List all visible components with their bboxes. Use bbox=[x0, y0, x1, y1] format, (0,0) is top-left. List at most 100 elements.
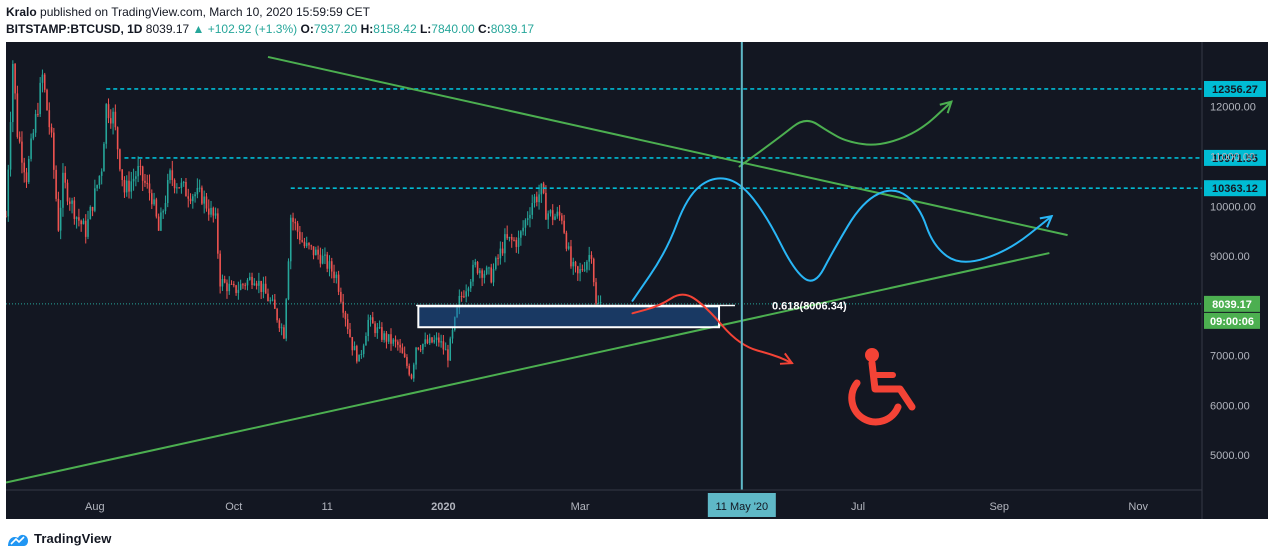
candle bbox=[260, 280, 262, 300]
candle bbox=[504, 228, 506, 263]
candle-body bbox=[326, 254, 329, 269]
candle-body bbox=[173, 180, 176, 189]
candle-body bbox=[296, 223, 299, 232]
candle-body bbox=[153, 199, 155, 205]
candle-body bbox=[160, 212, 162, 231]
candle-body bbox=[71, 200, 73, 204]
last-price: 8039.17 bbox=[145, 22, 190, 36]
axes: 12356.27 10971.55 10363.12 0.618(8006.34) 50… bbox=[6, 42, 1266, 519]
candle bbox=[508, 236, 511, 242]
candle-body bbox=[230, 283, 233, 285]
candle-body bbox=[588, 255, 590, 262]
candle bbox=[221, 274, 224, 291]
candle bbox=[474, 258, 477, 268]
candle-body bbox=[449, 338, 452, 361]
candle bbox=[488, 266, 490, 275]
candle-body bbox=[155, 199, 158, 217]
candle-body bbox=[442, 341, 445, 350]
candle-body bbox=[333, 271, 335, 279]
candle bbox=[315, 246, 317, 256]
candle-body bbox=[166, 179, 169, 204]
candle-body bbox=[119, 149, 121, 170]
candle bbox=[303, 237, 306, 249]
candle-body bbox=[526, 218, 529, 221]
candle bbox=[30, 133, 32, 162]
candle-body bbox=[567, 246, 570, 249]
candle-body bbox=[561, 215, 563, 221]
candle-body bbox=[401, 347, 404, 354]
candle-body bbox=[207, 208, 210, 215]
candle-body bbox=[563, 220, 565, 233]
candle bbox=[479, 268, 481, 279]
candle bbox=[449, 336, 452, 361]
candle bbox=[581, 264, 584, 272]
candle-body bbox=[406, 357, 408, 366]
candle-body bbox=[299, 231, 301, 241]
x-tick-label: 11 bbox=[322, 501, 333, 513]
candle-body bbox=[335, 274, 338, 279]
candle bbox=[82, 218, 85, 225]
candle bbox=[239, 279, 242, 291]
candle-body bbox=[472, 264, 474, 282]
candle bbox=[428, 333, 431, 345]
candle bbox=[16, 85, 19, 139]
candle-body bbox=[374, 323, 376, 334]
candle-body bbox=[253, 283, 256, 286]
candle bbox=[387, 334, 390, 345]
candle bbox=[308, 242, 310, 250]
candle bbox=[344, 310, 347, 327]
candle-body bbox=[189, 198, 192, 202]
candle-body bbox=[456, 307, 458, 318]
candle bbox=[226, 279, 228, 299]
trendlines bbox=[6, 55, 1068, 484]
candle-body bbox=[105, 104, 108, 144]
current-price-text: 8039.17 bbox=[1212, 299, 1252, 311]
high-label: H: bbox=[360, 22, 374, 36]
candle bbox=[358, 354, 360, 362]
candle-body bbox=[506, 234, 508, 239]
publisher-name[interactable]: Kralo bbox=[6, 5, 37, 19]
candle bbox=[57, 191, 60, 232]
chart-area[interactable] bbox=[6, 42, 1268, 519]
candle bbox=[463, 290, 465, 299]
candle-body bbox=[162, 211, 164, 213]
candle-body bbox=[392, 339, 395, 344]
candle-body bbox=[426, 339, 429, 344]
candle-body bbox=[151, 193, 153, 205]
candle-body bbox=[597, 302, 600, 304]
candle bbox=[390, 328, 392, 351]
candle bbox=[289, 214, 292, 270]
symbol[interactable]: BITSTAMP:BTCUSD bbox=[6, 22, 121, 36]
candle bbox=[356, 344, 358, 364]
candle-body bbox=[130, 181, 133, 192]
candle-body bbox=[488, 267, 490, 269]
candle bbox=[62, 163, 64, 217]
candle bbox=[545, 185, 547, 220]
candle-body bbox=[467, 288, 470, 292]
candle-body bbox=[367, 319, 370, 337]
interval[interactable]: 1D bbox=[127, 22, 143, 36]
candle-body bbox=[21, 141, 23, 163]
candle-body bbox=[9, 122, 12, 170]
published-text: published on TradingView.com, March 10, … bbox=[40, 5, 371, 19]
candle-body bbox=[228, 283, 231, 292]
candle bbox=[476, 260, 479, 275]
candle bbox=[465, 284, 467, 303]
candle bbox=[223, 275, 226, 284]
y-tick-label: 9000.00 bbox=[1210, 251, 1250, 263]
candle-body bbox=[6, 216, 7, 218]
candle-body bbox=[164, 203, 167, 212]
candle-body bbox=[112, 111, 114, 124]
candle bbox=[7, 164, 10, 222]
candle bbox=[353, 341, 356, 351]
candle-body bbox=[438, 337, 440, 343]
candle bbox=[276, 307, 278, 323]
candle bbox=[501, 241, 504, 256]
candle-body bbox=[469, 281, 472, 289]
candle bbox=[135, 171, 137, 187]
tradingview-brand[interactable]: TradingView bbox=[34, 531, 112, 546]
candle-body bbox=[242, 284, 244, 286]
candle-body bbox=[397, 341, 399, 345]
candle-body bbox=[524, 220, 527, 228]
